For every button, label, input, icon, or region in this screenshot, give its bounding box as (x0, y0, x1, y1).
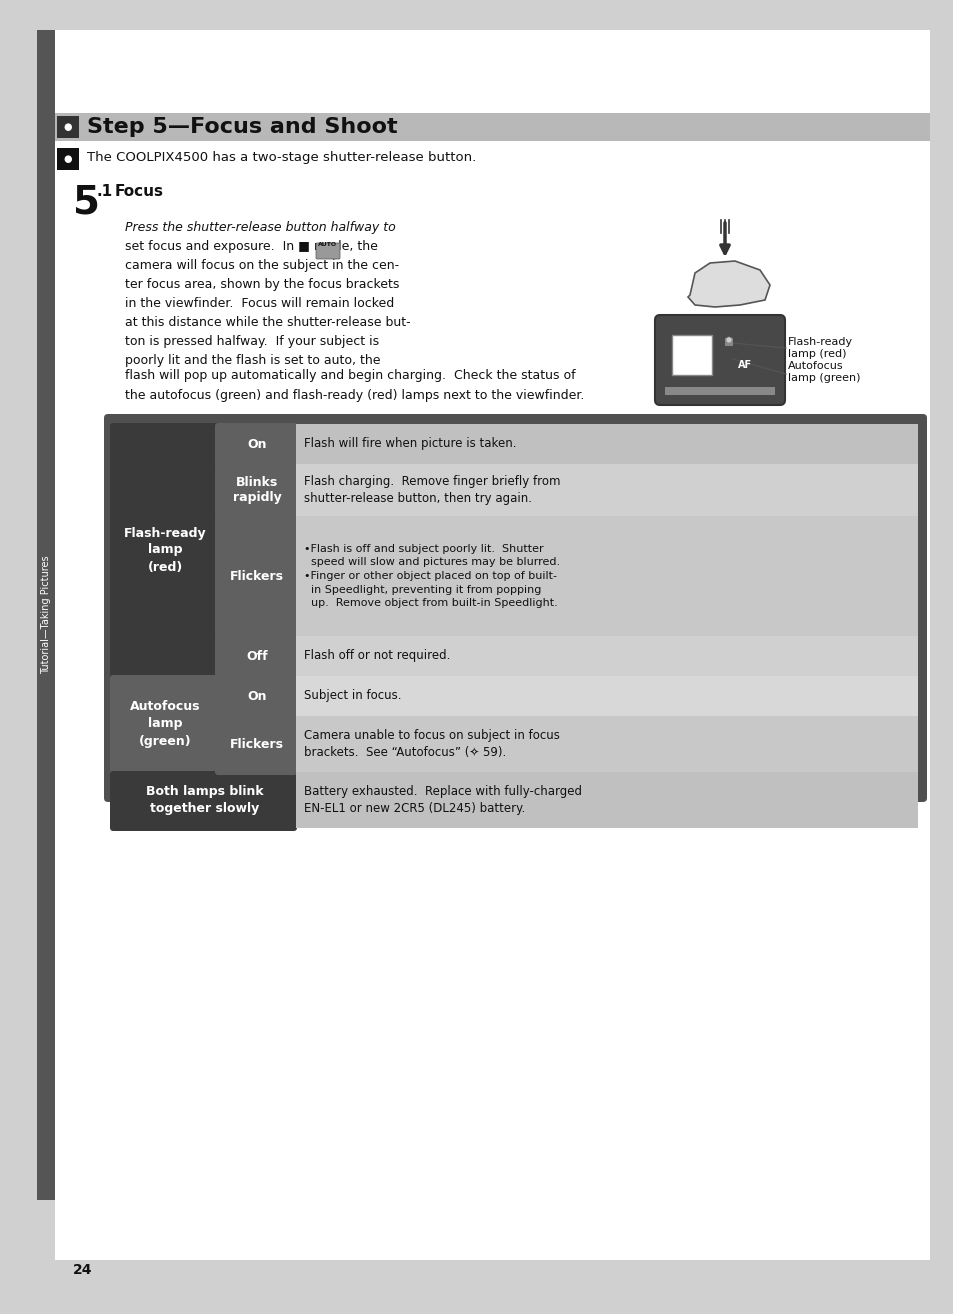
FancyBboxPatch shape (655, 315, 784, 405)
Bar (295, 675, 917, 716)
Text: The COOLPIX4500 has a two-stage shutter-release button.: The COOLPIX4500 has a two-stage shutter-… (87, 151, 476, 163)
Text: Flash will fire when picture is taken.: Flash will fire when picture is taken. (304, 438, 516, 451)
FancyBboxPatch shape (110, 675, 219, 775)
Text: Flickers: Flickers (230, 737, 284, 750)
Text: Flash off or not required.: Flash off or not required. (304, 649, 450, 662)
Bar (37, 30, 55, 1200)
Text: Press the shutter-release button halfway to: Press the shutter-release button halfway… (125, 221, 395, 234)
Text: the autofocus (green) and flash-ready (red) lamps next to the viewfinder.: the autofocus (green) and flash-ready (r… (125, 389, 584, 402)
Bar (295, 636, 917, 675)
FancyBboxPatch shape (104, 414, 926, 802)
Bar (671, 335, 711, 374)
Text: Blinks
rapidly: Blinks rapidly (233, 476, 281, 505)
Text: Flash-ready
lamp (red): Flash-ready lamp (red) (787, 338, 852, 359)
FancyBboxPatch shape (110, 423, 219, 679)
Bar (57, 116, 79, 138)
Text: in the viewfinder.  Focus will remain locked: in the viewfinder. Focus will remain loc… (125, 297, 394, 310)
Text: poorly lit and the flash is set to auto, the: poorly lit and the flash is set to auto,… (125, 353, 380, 367)
Text: Off: Off (246, 649, 268, 662)
Text: On: On (247, 438, 267, 451)
Text: Focus: Focus (115, 184, 164, 200)
Text: Autofocus
lamp
(green): Autofocus lamp (green) (131, 700, 200, 748)
Bar (295, 464, 917, 516)
Text: 5: 5 (73, 184, 100, 222)
Text: 24: 24 (73, 1263, 92, 1277)
Text: Tutorial—Taking Pictures: Tutorial—Taking Pictures (41, 556, 51, 674)
Text: AF: AF (738, 360, 751, 371)
Text: AUTO: AUTO (318, 242, 337, 247)
Text: Camera unable to focus on subject in focus
brackets.  See “Autofocus” (✧ 59).: Camera unable to focus on subject in foc… (304, 729, 559, 759)
Bar (295, 516, 917, 636)
Text: ter focus area, shown by the focus brackets: ter focus area, shown by the focus brack… (125, 279, 399, 290)
Polygon shape (687, 261, 769, 307)
FancyBboxPatch shape (214, 463, 296, 519)
Text: camera will focus on the subject in the cen-: camera will focus on the subject in the … (125, 259, 398, 272)
Text: .1: .1 (97, 184, 113, 200)
Bar (664, 388, 774, 396)
Text: On: On (247, 690, 267, 703)
Circle shape (725, 336, 731, 343)
FancyBboxPatch shape (214, 675, 296, 719)
Text: ●: ● (64, 122, 72, 131)
Text: Flash charging.  Remove finger briefly from
shutter-release button, then try aga: Flash charging. Remove finger briefly fr… (304, 474, 560, 506)
FancyBboxPatch shape (214, 715, 296, 775)
Bar (295, 716, 917, 773)
FancyBboxPatch shape (214, 423, 296, 466)
Text: set focus and exposure.  In ■ mode, the: set focus and exposure. In ■ mode, the (125, 240, 377, 254)
Text: •Flash is off and subject poorly lit.  Shutter
  speed will slow and pictures ma: •Flash is off and subject poorly lit. Sh… (304, 544, 559, 608)
FancyBboxPatch shape (315, 243, 339, 259)
Bar (55, 113, 929, 141)
Text: at this distance while the shutter-release but-: at this distance while the shutter-relea… (125, 315, 410, 328)
Bar (57, 148, 79, 170)
Text: Both lamps blink
together slowly: Both lamps blink together slowly (146, 784, 263, 815)
Text: Step 5—Focus and Shoot: Step 5—Focus and Shoot (87, 117, 397, 137)
FancyBboxPatch shape (214, 635, 296, 679)
Text: Battery exhausted.  Replace with fully-charged
EN-EL1 or new 2CR5 (DL245) batter: Battery exhausted. Replace with fully-ch… (304, 784, 581, 815)
Text: Autofocus
lamp (green): Autofocus lamp (green) (787, 361, 860, 382)
Text: ●: ● (64, 154, 72, 164)
Bar (295, 424, 917, 464)
Text: ton is pressed halfway.  If your subject is: ton is pressed halfway. If your subject … (125, 335, 378, 348)
Text: Subject in focus.: Subject in focus. (304, 690, 401, 703)
Bar (295, 773, 917, 828)
Bar (724, 338, 732, 346)
Text: flash will pop up automatically and begin charging.  Check the status of: flash will pop up automatically and begi… (125, 369, 575, 382)
Text: Flickers: Flickers (230, 569, 284, 582)
FancyBboxPatch shape (214, 515, 296, 639)
Text: Flash-ready
lamp
(red): Flash-ready lamp (red) (124, 527, 207, 573)
FancyBboxPatch shape (110, 771, 296, 830)
